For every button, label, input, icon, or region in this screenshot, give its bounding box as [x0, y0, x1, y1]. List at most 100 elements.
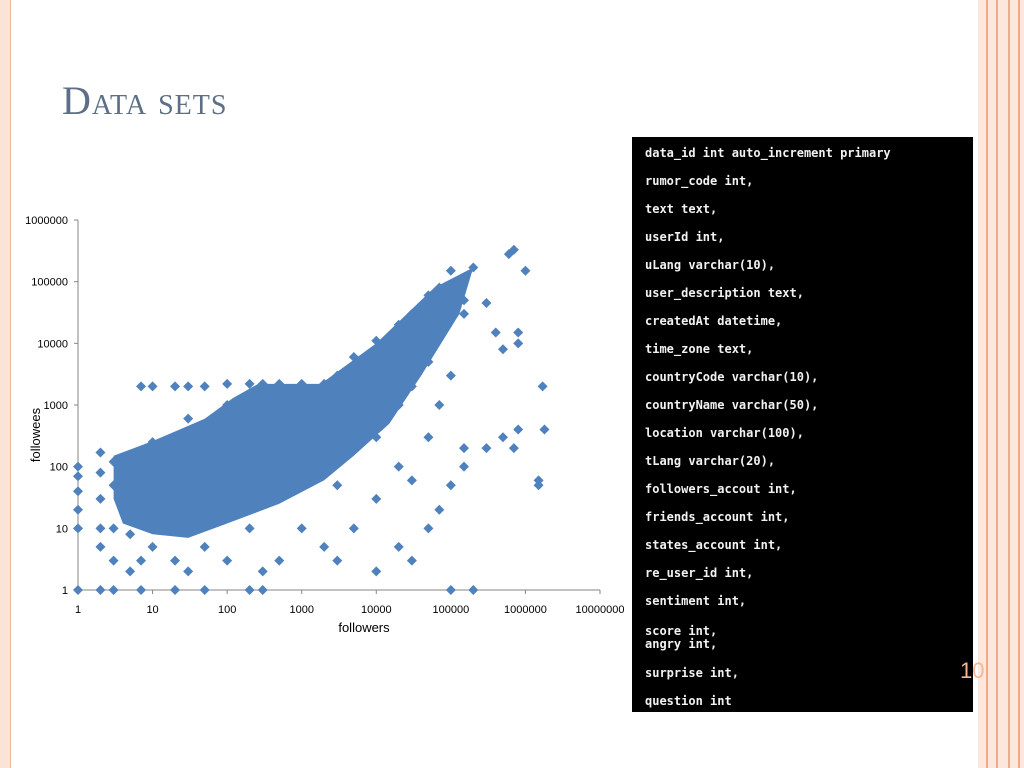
- data-point: [183, 566, 194, 577]
- code-line: data_id int auto_increment primary: [645, 146, 891, 160]
- data-point: [434, 400, 445, 410]
- data-point: [406, 381, 417, 392]
- data-point: [423, 290, 434, 301]
- data-point: [244, 585, 255, 595]
- data-point: [108, 456, 119, 467]
- data-point: [319, 405, 330, 416]
- data-point: [423, 432, 434, 443]
- data-point: [199, 585, 210, 595]
- data-point: [533, 480, 544, 491]
- y-tick-label: 100000: [31, 277, 68, 289]
- data-point: [199, 541, 210, 552]
- data-point: [319, 467, 330, 478]
- data-point: [468, 262, 479, 273]
- code-line: question int: [645, 694, 732, 708]
- left-frame-border: [0, 0, 11, 768]
- data-point: [183, 461, 194, 472]
- data-point: [497, 432, 508, 443]
- data-point: [371, 566, 382, 577]
- data-point: [244, 378, 255, 389]
- code-line: tLang varchar(20),: [645, 454, 776, 468]
- data-point: [147, 475, 158, 486]
- code-line: re_user_id int,: [645, 566, 754, 580]
- data-point: [274, 480, 285, 491]
- data-point: [73, 471, 83, 482]
- code-line: time_zone text,: [645, 342, 754, 356]
- data-point: [170, 381, 181, 392]
- data-point: [136, 585, 147, 595]
- slide-number: 10: [960, 658, 985, 683]
- code-line: text text,: [645, 202, 718, 216]
- code-line: userId int,: [645, 230, 725, 244]
- code-line: user_description text,: [645, 286, 804, 300]
- data-point: [125, 566, 136, 577]
- chart-svg: 1 10 100 1000 10000 100000 1000000 1 10 100 1000 10…: [25, 215, 625, 635]
- data-point: [125, 529, 136, 540]
- data-point: [136, 381, 147, 392]
- data-point: [513, 424, 524, 435]
- data-point: [490, 327, 501, 338]
- scatter-chart: 1 10 100 1000 10000 100000 1000000 1 10 100 1000 10…: [0, 200, 640, 650]
- data-point: [513, 338, 524, 349]
- data-point: [393, 400, 404, 410]
- data-point: [458, 295, 469, 306]
- x-tick-label: 1000: [289, 604, 313, 616]
- code-line: createdAt datetime,: [645, 314, 783, 328]
- data-point: [125, 486, 136, 497]
- data-point: [445, 265, 456, 276]
- data-point: [458, 461, 469, 472]
- data-point: [147, 437, 158, 448]
- data-point: [244, 405, 255, 416]
- data-point: [537, 381, 548, 392]
- data-point: [147, 541, 158, 552]
- schema-code-panel: data_id int auto_increment primary rumor_…: [632, 137, 973, 712]
- data-point: [147, 381, 158, 392]
- data-point: [423, 523, 434, 534]
- data-point: [199, 381, 210, 392]
- data-point: [296, 523, 307, 534]
- data-point: [170, 493, 181, 504]
- code-line: sentiment int,: [645, 594, 747, 608]
- data-point: [73, 585, 83, 595]
- y-tick-label: 10: [56, 523, 68, 535]
- data-point: [244, 523, 255, 534]
- data-point: [183, 523, 194, 534]
- data-point: [244, 461, 255, 472]
- data-point: [296, 400, 307, 410]
- data-point: [274, 378, 285, 389]
- data-point: [222, 504, 233, 515]
- data-point: [423, 356, 434, 367]
- data-point: [332, 480, 343, 491]
- data-point: [497, 344, 508, 355]
- y-tick-label: 1000000: [25, 215, 68, 227]
- y-tick-label: 100: [50, 462, 68, 474]
- data-point: [406, 475, 417, 486]
- right-frame-border: [978, 0, 1024, 768]
- data-point: [73, 523, 83, 534]
- data-point: [108, 480, 119, 491]
- y-tick-label: 1000: [44, 400, 68, 412]
- data-point: [332, 418, 343, 429]
- data-point: [95, 447, 106, 458]
- data-point: [222, 443, 233, 454]
- data-point: [125, 450, 136, 461]
- data-point: [393, 541, 404, 552]
- data-point: [445, 480, 456, 491]
- data-point: [257, 585, 268, 595]
- data-point: [73, 486, 83, 497]
- x-tick-label: 10000000: [576, 604, 625, 616]
- data-point: [183, 381, 194, 392]
- data-point: [434, 282, 445, 293]
- x-tick-label: 1000000: [504, 604, 547, 616]
- data-point: [481, 443, 492, 454]
- data-point: [332, 370, 343, 381]
- data-point: [95, 467, 106, 478]
- data-point: [371, 432, 382, 443]
- data-point: [257, 424, 268, 435]
- data-point: [95, 541, 106, 552]
- code-line: friends_account int,: [645, 510, 790, 524]
- data-point: [296, 461, 307, 472]
- data-point: [508, 244, 519, 255]
- data-point: [332, 555, 343, 566]
- data-point: [257, 566, 268, 577]
